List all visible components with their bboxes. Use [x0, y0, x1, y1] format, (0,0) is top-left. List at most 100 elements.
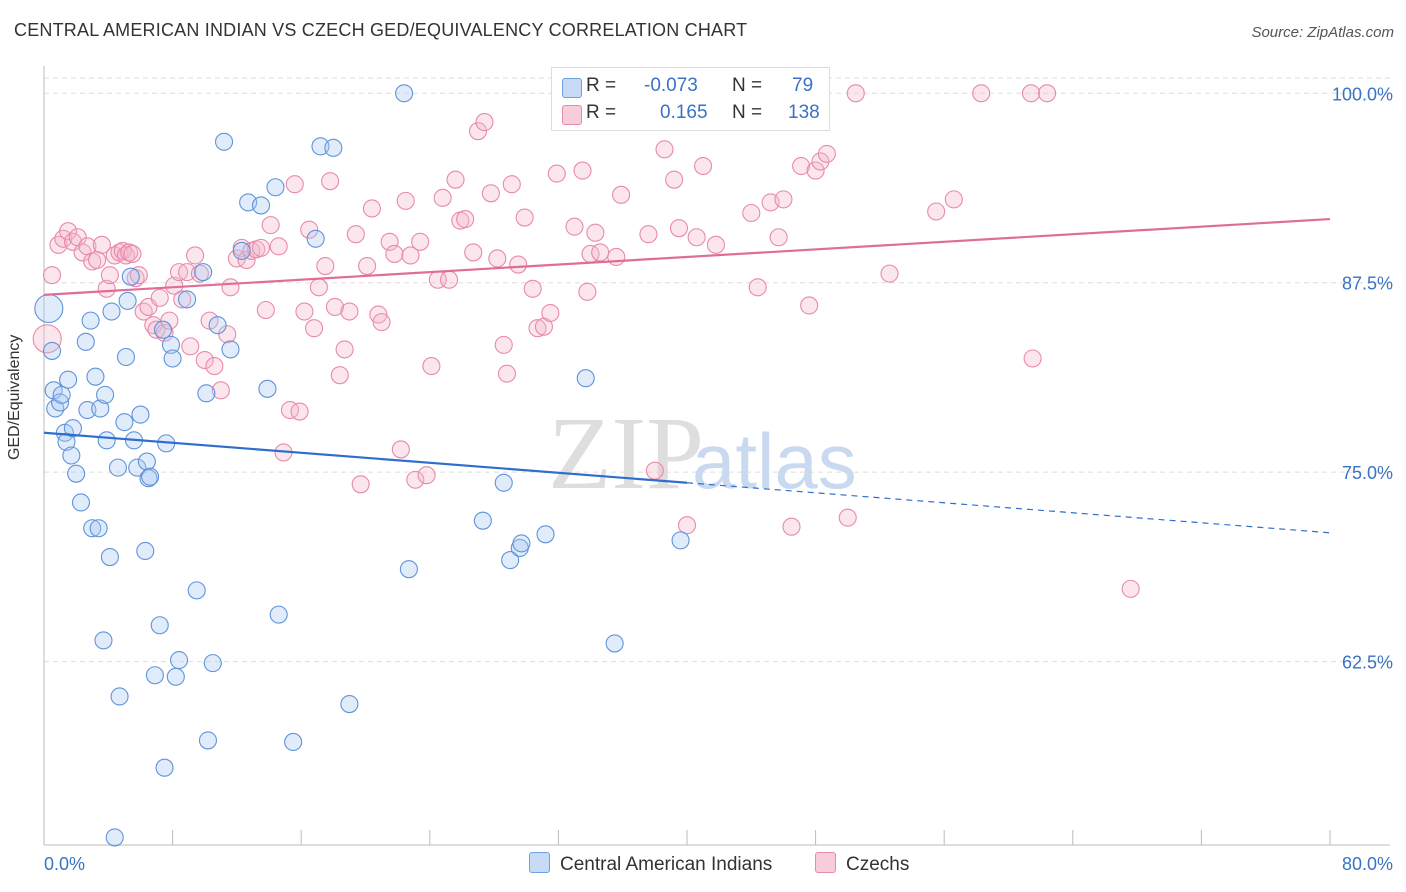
czechs-point [417, 466, 436, 485]
czechs-point [515, 208, 534, 227]
czechs-point [396, 191, 415, 210]
czechs-point [687, 228, 706, 247]
czechs-point [150, 288, 169, 307]
central-american-indians-point [306, 229, 325, 248]
czechs-point [205, 357, 224, 376]
x-tick-label: 0.0% [44, 854, 85, 874]
czechs-point [769, 228, 788, 247]
czechs-point [211, 381, 230, 400]
czechs-point [706, 235, 725, 254]
central-american-indians-point [96, 385, 115, 404]
czechs-point [42, 266, 62, 285]
central-american-indians-point [150, 616, 169, 635]
central-american-indians-point [136, 541, 155, 561]
central-american-indians-point [115, 413, 134, 432]
central-american-indians-point [494, 473, 513, 492]
central-american-indians-point [163, 349, 182, 368]
czechs-point [607, 247, 626, 267]
watermark-zip: ZIP [548, 396, 704, 511]
czechs-point [92, 235, 111, 254]
czechs-point [285, 175, 304, 194]
czechs-point [880, 264, 899, 283]
czechs-point [406, 470, 425, 489]
central-american-indians-point [51, 393, 70, 412]
correlation-legend: R = -0.073 N = 79 R = 0.165 N = 138 [551, 67, 830, 131]
czechs-point [488, 249, 507, 268]
czechs-points [32, 84, 1140, 598]
legend-swatch-blue [529, 852, 550, 873]
czechs-point [846, 84, 865, 103]
czechs-point [748, 278, 767, 297]
central-american-indians-point [67, 464, 86, 483]
central-american-indians-point [169, 651, 189, 670]
czechs-point [401, 246, 420, 265]
central-american-indians-point [141, 467, 160, 486]
czechs-point [218, 325, 237, 344]
czechs-point [655, 140, 674, 159]
pink-trend-line [43, 217, 1331, 296]
czechs-point [591, 243, 610, 262]
czechs-point [502, 175, 521, 194]
czechs-point [290, 402, 309, 421]
czechs-point [385, 244, 404, 263]
central-american-indians-point [97, 431, 116, 450]
czechs-point [305, 319, 324, 338]
czechs-point [251, 238, 271, 257]
czechs-point [742, 203, 761, 223]
czechs-point [578, 282, 597, 301]
czechs-point [433, 188, 452, 207]
central-american-indians-point [137, 452, 156, 471]
czechs-point [280, 400, 299, 420]
czechs-point [468, 122, 488, 141]
czechs-point [792, 156, 811, 176]
legend-n-label: N = [732, 75, 763, 96]
czechs-point [944, 190, 963, 209]
czechs-point [523, 279, 542, 298]
central-american-indians-point [161, 335, 181, 354]
central-american-indians-point [34, 293, 64, 324]
legend-swatch-pink [562, 105, 582, 125]
y-tick-label: 75.0% [1342, 463, 1393, 483]
czechs-point [380, 232, 399, 251]
czechs-point [645, 461, 664, 480]
central-american-indians-point [128, 458, 147, 477]
czechs-point [73, 243, 92, 262]
y-axis-label: GED/Equivalency [6, 334, 23, 460]
central-american-indians-point [473, 511, 492, 530]
central-american-indians-point [266, 178, 285, 197]
czechs-point [1021, 84, 1041, 103]
czechs-point [677, 516, 697, 535]
legend-r-value-blue: -0.073 [644, 75, 698, 96]
central-american-indians-points [34, 84, 690, 847]
central-american-indians-point [208, 316, 227, 335]
legend-item-central-american-indians: Central American Indians [529, 852, 772, 878]
czechs-point [972, 84, 991, 103]
czechs-point [774, 190, 793, 209]
x-tick-label: 80.0% [1342, 854, 1393, 874]
czechs-point [547, 164, 566, 183]
czechs-point [190, 264, 209, 283]
czechs-point [358, 257, 377, 276]
central-american-indians-point [145, 666, 164, 685]
czechs-point [565, 217, 584, 236]
czechs-point [195, 350, 214, 370]
czechs-point [800, 296, 819, 315]
central-american-indians-point [71, 493, 91, 512]
central-american-indians-point [203, 654, 222, 673]
y-tick-label: 62.5% [1342, 653, 1393, 673]
czechs-point [340, 302, 359, 321]
czechs-point [446, 170, 465, 189]
central-american-indians-point [83, 519, 102, 538]
chart-title: CENTRAL AMERICAN INDIAN VS CZECH GED/EQU… [14, 20, 748, 40]
central-american-indians-point [605, 634, 624, 653]
czechs-point [817, 144, 836, 163]
czechs-point [186, 246, 205, 265]
czechs-point [160, 311, 179, 330]
central-american-indians-point [155, 758, 174, 777]
central-american-indians-point [118, 291, 137, 310]
legend-r-label: R = [586, 102, 617, 123]
czechs-point [32, 324, 62, 354]
central-american-indians-point [62, 446, 81, 465]
czechs-point [351, 475, 370, 494]
tick-labels: 62.5% 75.0% 87.5% 100.0% 0.0% 80.0% [44, 84, 1393, 874]
